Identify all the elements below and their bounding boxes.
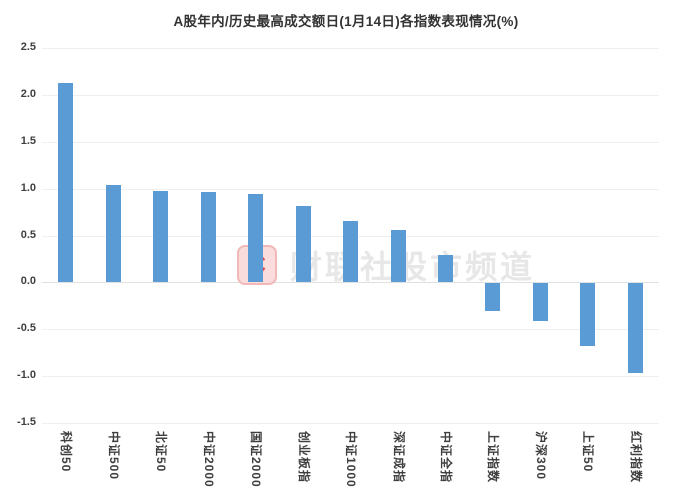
- zero-gridline: [42, 282, 659, 284]
- bar: [532, 283, 548, 321]
- bar: [627, 283, 643, 374]
- x-axis-label: 国证2000: [249, 431, 264, 488]
- x-axis-label: 红利指数: [628, 431, 643, 484]
- bar: [580, 283, 596, 347]
- x-axis-label: 上证50: [581, 431, 596, 473]
- y-axis-tick-label: 1.5: [20, 134, 36, 147]
- x-axis-label: 科创50: [59, 431, 74, 473]
- x-axis-label: 上证指数: [486, 431, 501, 484]
- bar: [295, 205, 311, 283]
- y-axis-tick-label: 2.0: [20, 87, 36, 100]
- gridline: [42, 423, 659, 424]
- bar: [153, 190, 169, 283]
- plot-area: [42, 48, 659, 424]
- bar: [390, 229, 406, 283]
- y-axis-tick-label: -1.0: [17, 369, 36, 382]
- x-axis-label: 北证50: [154, 431, 169, 473]
- x-axis-label: 创业板指: [296, 431, 311, 484]
- y-axis-tick-label: 2.5: [20, 41, 36, 53]
- bar: [343, 221, 358, 283]
- y-axis-tick-label: 0.5: [20, 228, 36, 241]
- x-axis-label: 沪深300: [533, 431, 548, 481]
- gridline: [42, 188, 659, 190]
- gridline: [42, 376, 659, 378]
- gridline: [42, 48, 659, 49]
- watermark-text: 财联社股市频道: [290, 249, 536, 285]
- bar: [105, 184, 121, 283]
- y-axis-tick-label: 1.0: [20, 181, 36, 194]
- bar: [58, 82, 74, 283]
- gridline: [42, 141, 659, 143]
- x-axis-label: 中证全指: [438, 431, 453, 484]
- gridline: [42, 329, 659, 331]
- y-axis-tick-label: -1.5: [17, 416, 36, 428]
- x-axis-label: 中证2000: [201, 431, 216, 488]
- x-axis-label: 深证成指: [391, 431, 406, 484]
- bar: [437, 255, 453, 283]
- y-axis-tick-label: -0.5: [17, 322, 36, 335]
- bar: [248, 194, 264, 283]
- bar: [485, 283, 501, 312]
- bar: [200, 192, 216, 283]
- chart-title: A股年内/历史最高成交额日(1月14日)各指数表现情况(%): [173, 14, 519, 29]
- x-axis-label: 中证500: [106, 431, 121, 481]
- gridline: [42, 94, 659, 96]
- x-axis-label: 中证1000: [344, 431, 358, 488]
- watermark: C 财联社股市频道: [237, 242, 535, 288]
- y-axis-tick-label: 0.0: [20, 275, 36, 288]
